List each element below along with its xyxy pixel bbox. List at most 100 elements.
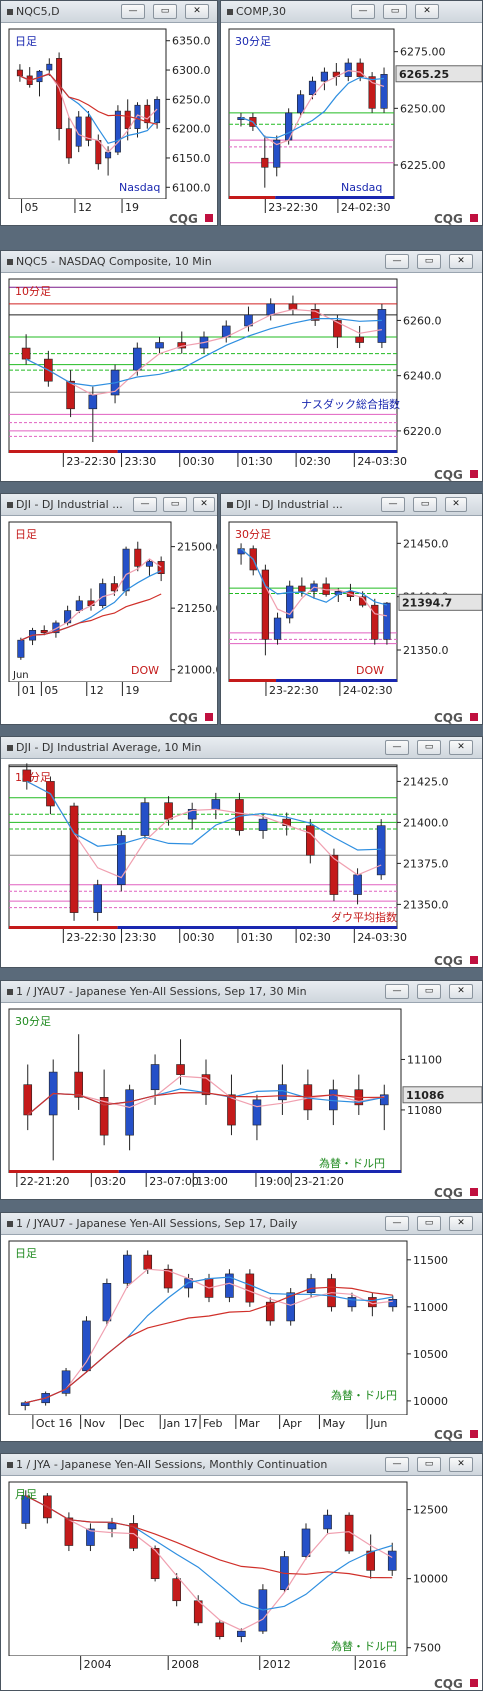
y-tick-label: 6200.0: [172, 123, 211, 136]
window-titlebar[interactable]: NQC5 - NASDAQ Composite, 10 Min — ▭ ✕: [1, 251, 482, 273]
x-tick-label: 23:30: [125, 931, 157, 944]
restore-button[interactable]: ▭: [417, 254, 441, 269]
chart-area[interactable]: 21500.0 21250.0 21000.0 01 05 12 19 Jun 日足 DOW CQG: [1, 516, 217, 724]
candle-body: [21, 1495, 31, 1524]
x-tick-label: Oct 16: [36, 1417, 73, 1430]
chart-area[interactable]: 12500 10000 7500 2004 2008 2012 2016 月足 為替・ドル円 CQ…: [1, 1476, 482, 1690]
restore-button[interactable]: ▭: [163, 497, 187, 512]
x-tick-label: 2012: [263, 1658, 291, 1671]
session-band: [9, 450, 118, 453]
x-tick-label: 01:30: [241, 931, 273, 944]
candle-body: [23, 1084, 33, 1116]
instrument-label: Nasdaq: [341, 181, 382, 194]
y-tick-label: 6300.0: [172, 64, 211, 77]
candle-body: [380, 74, 388, 109]
window-titlebar[interactable]: DJI - DJ Industrial ... — ▭ ✕: [1, 494, 217, 516]
candle-body: [99, 1097, 109, 1136]
timeframe-label: 10分足: [15, 771, 51, 784]
minimize-button[interactable]: —: [351, 4, 375, 19]
chart-area[interactable]: 6260.0 6240.0 6220.0 23-22:30 23:30 00:30 01:3…: [1, 273, 482, 481]
candle-body: [172, 1578, 181, 1602]
candle-body: [320, 71, 329, 82]
window-titlebar[interactable]: DJI - DJ Industrial ... — ▭ ✕: [221, 494, 482, 516]
candle-body: [164, 802, 173, 820]
instrument-label: 為替・ドル円: [331, 1639, 397, 1653]
cqg-logo-mark: [470, 713, 478, 721]
close-button[interactable]: ✕: [449, 254, 473, 269]
window-titlebar[interactable]: DJI - DJ Industrial Average, 10 Min — ▭ …: [1, 737, 482, 759]
timeframe-label: 30分足: [235, 35, 271, 48]
minimize-button[interactable]: —: [133, 497, 157, 512]
y-tick-label: 21350.0: [403, 898, 449, 911]
candle-body: [64, 610, 72, 624]
close-button[interactable]: ✕: [449, 984, 473, 999]
minimize-button[interactable]: —: [385, 254, 409, 269]
y-tick-label: 6240.0: [403, 370, 442, 383]
chart-area[interactable]: 11500 11000 10500 10000 Oct 16 Nov Dec Jan 17 Fe…: [1, 1235, 482, 1441]
candle-body: [266, 303, 276, 316]
candle-body: [301, 1528, 311, 1557]
restore-button[interactable]: ▭: [417, 740, 441, 755]
plot-frame: [8, 764, 398, 930]
chart-window-dji-10min: DJI - DJ Industrial Average, 10 Min — ▭ …: [0, 736, 483, 968]
close-button[interactable]: ✕: [449, 740, 473, 755]
candle-body: [122, 548, 130, 592]
close-button[interactable]: ✕: [445, 497, 467, 512]
window-titlebar[interactable]: COMP,30 — ▭ ✕: [221, 1, 482, 23]
window-titlebar[interactable]: 1 / JYAU7 - Japanese Yen-All Sessions, S…: [1, 981, 482, 1003]
restore-button[interactable]: ▭: [417, 1457, 441, 1472]
candle-body: [163, 1268, 173, 1289]
candle-body: [323, 1514, 332, 1530]
cqg-logo: CQG: [434, 1428, 463, 1442]
ma-slow-line: [27, 1091, 385, 1116]
candle-body: [211, 799, 221, 810]
x-tick-label: 24-03:30: [357, 931, 407, 944]
window-titlebar[interactable]: 1 / JYA - Japanese Yen-All Sessions, Mon…: [1, 1454, 482, 1476]
ma-mid-line: [25, 318, 382, 387]
restore-button[interactable]: ▭: [413, 497, 437, 512]
window-icon: [7, 1220, 13, 1227]
close-button[interactable]: ✕: [193, 497, 215, 512]
session-band: [118, 1170, 401, 1173]
close-button[interactable]: ✕: [415, 4, 439, 19]
session-band: [229, 196, 276, 199]
ma-fast-line: [25, 1268, 393, 1404]
y-tick-label: 11500: [413, 1254, 448, 1267]
chart-area[interactable]: 21450.021400.021350.021394.723-22:3024-0…: [221, 516, 482, 724]
timeframe-label: 日足: [15, 35, 37, 48]
close-button[interactable]: ✕: [185, 4, 209, 19]
window-title: NQC5 - NASDAQ Composite, 10 Min: [16, 255, 212, 268]
x-tick-label: May: [322, 1417, 345, 1430]
restore-button[interactable]: ▭: [153, 4, 177, 19]
y-tick-label: 6275.00: [400, 46, 446, 59]
close-button[interactable]: ✕: [449, 1216, 473, 1231]
chart-window-jya-monthly: 1 / JYA - Japanese Yen-All Sessions, Mon…: [0, 1453, 483, 1691]
restore-button[interactable]: ▭: [417, 1216, 441, 1231]
minimize-button[interactable]: —: [385, 1457, 409, 1472]
candle-body: [273, 617, 282, 640]
restore-button[interactable]: ▭: [383, 4, 407, 19]
candle-body: [371, 604, 379, 640]
x-axis-area: [1, 929, 482, 967]
close-button[interactable]: ✕: [449, 1457, 473, 1472]
restore-button[interactable]: ▭: [417, 984, 441, 999]
minimize-button[interactable]: —: [121, 4, 145, 19]
candle-body: [286, 1292, 295, 1322]
chart-area[interactable]: 11100 11080 11086 22-21:20 03:20 23-07:00 13:0…: [1, 1003, 482, 1199]
minimize-button[interactable]: —: [385, 984, 409, 999]
minimize-button[interactable]: —: [385, 1216, 409, 1231]
candle-body: [64, 1517, 74, 1546]
x-tick-label: 01:30: [241, 455, 273, 468]
candle-body: [69, 805, 79, 913]
window-titlebar[interactable]: 1 / JYAU7 - Japanese Yen-All Sessions, S…: [1, 1213, 482, 1235]
y-tick-label: 6100.0: [172, 181, 211, 194]
x-tick-label: 2004: [84, 1658, 112, 1671]
chart-area[interactable]: 6350.0 6300.0 6250.0 6200.0 6150.0 6100.0 05 12…: [1, 23, 217, 225]
chart-area[interactable]: 6275.00 6250.00 6225.00 6265.25 23-22:30 24-0…: [221, 23, 482, 225]
minimize-button[interactable]: —: [385, 740, 409, 755]
minimize-button[interactable]: —: [381, 497, 405, 512]
chart-area[interactable]: 21425.0 21400.0 21375.0 21350.0 23-22:30 23:3…: [1, 759, 482, 967]
candle-body: [52, 622, 60, 634]
candle-body: [355, 336, 364, 343]
window-titlebar[interactable]: NQC5,D — ▭ ✕: [1, 1, 217, 23]
